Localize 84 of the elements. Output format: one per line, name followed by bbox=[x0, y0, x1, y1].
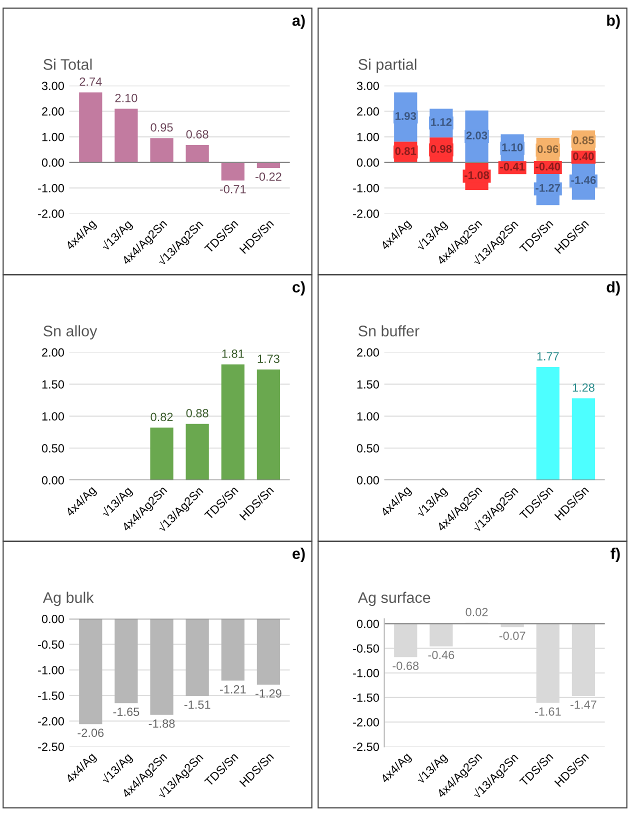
y-tick-label: -2.00 bbox=[38, 717, 64, 726]
data-label: 0.81 bbox=[395, 147, 416, 156]
y-tick-label: 0.00 bbox=[356, 620, 379, 628]
text: 0.95 bbox=[150, 123, 173, 132]
text: a) bbox=[292, 14, 305, 29]
y-tick-label: -1.00 bbox=[38, 184, 64, 192]
chart-title: Sn alloy bbox=[44, 325, 98, 340]
data-label: -1.65 bbox=[113, 708, 140, 716]
text: 2.74 bbox=[80, 77, 102, 86]
data-label: 0.88 bbox=[186, 408, 208, 418]
text: 0.68 bbox=[186, 130, 208, 138]
y-tick-label: 3.00 bbox=[42, 82, 64, 90]
chart-title: Si partial bbox=[358, 58, 416, 73]
y-tick-label: 0.00 bbox=[42, 614, 64, 624]
data-label: -1.51 bbox=[184, 700, 210, 709]
data-label: -1.08 bbox=[464, 171, 490, 180]
y-tick-label: 2.00 bbox=[42, 107, 64, 116]
data-label: -1.46 bbox=[571, 176, 596, 184]
text: 2.10 bbox=[115, 94, 138, 102]
y-tick-label: 0.00 bbox=[356, 476, 379, 484]
y-tick-label: -0.50 bbox=[353, 644, 379, 653]
chart-title: Sn buffer bbox=[358, 325, 420, 336]
chart-title: Ag surface bbox=[358, 592, 430, 606]
data-label: -1.61 bbox=[534, 707, 561, 716]
data-label: 1.73 bbox=[258, 354, 280, 363]
y-tick-label: -2.00 bbox=[38, 210, 64, 218]
y-tick-label: -1.00 bbox=[353, 184, 379, 192]
y-tick-label: 0.00 bbox=[42, 158, 64, 167]
data-label: 1.77 bbox=[537, 352, 559, 360]
data-label: -1.47 bbox=[570, 700, 596, 709]
data-label: -2.06 bbox=[78, 728, 104, 737]
data-label: -1.21 bbox=[220, 685, 246, 694]
data-label: 1.81 bbox=[222, 350, 244, 358]
y-tick-label: 2.00 bbox=[357, 348, 379, 357]
data-label: 0.85 bbox=[573, 136, 594, 144]
text: e) bbox=[292, 548, 305, 562]
y-tick-label: 0.00 bbox=[42, 476, 64, 484]
data-label: -0.40 bbox=[536, 162, 560, 170]
data-label: -1.29 bbox=[256, 689, 282, 698]
y-tick-label: 0.00 bbox=[356, 158, 379, 167]
text: b) bbox=[607, 14, 620, 29]
data-label: 0.02 bbox=[466, 608, 488, 616]
data-label: 0.98 bbox=[430, 144, 452, 153]
data-label: 1.10 bbox=[502, 143, 523, 152]
y-tick-label: -2.00 bbox=[353, 718, 379, 726]
text: -0.22 bbox=[256, 172, 282, 181]
data-label: 1.93 bbox=[396, 112, 416, 120]
data-label: -1.27 bbox=[536, 184, 560, 192]
y-tick-label: 0.50 bbox=[42, 444, 64, 453]
y-tick-label: 3.00 bbox=[356, 82, 379, 90]
data-label: 2.03 bbox=[466, 132, 488, 140]
text: c) bbox=[292, 281, 305, 296]
chart-title: Si Total bbox=[44, 58, 92, 70]
y-tick-label: -1.50 bbox=[353, 694, 379, 702]
y-tick-label: -1.00 bbox=[353, 668, 379, 678]
y-tick-label: -2.50 bbox=[353, 742, 379, 752]
text: d) bbox=[606, 281, 620, 296]
y-tick-label: 2.00 bbox=[357, 107, 379, 116]
y-tick-label: 1.00 bbox=[42, 412, 64, 421]
data-label: 0.40 bbox=[573, 152, 594, 160]
data-label: -0.07 bbox=[499, 632, 526, 640]
y-tick-label: -0.50 bbox=[38, 640, 64, 649]
y-tick-label: 0.50 bbox=[356, 444, 379, 453]
chart-title: Ag bulk bbox=[42, 592, 94, 606]
y-tick-label: 1.00 bbox=[357, 412, 379, 421]
y-tick-label: 1.50 bbox=[42, 380, 64, 389]
y-tick-label: -2.50 bbox=[38, 742, 64, 752]
y-tick-label: -1.50 bbox=[38, 692, 64, 700]
text: -0.71 bbox=[220, 185, 246, 194]
data-label: 0.82 bbox=[150, 412, 173, 422]
data-label: -0.46 bbox=[428, 650, 454, 660]
data-label: -1.88 bbox=[148, 719, 175, 728]
y-tick-label: 1.00 bbox=[42, 132, 64, 142]
data-label: -0.68 bbox=[392, 662, 419, 670]
data-label: 1.12 bbox=[431, 118, 452, 126]
text: f) bbox=[610, 548, 620, 562]
y-tick-label: -1.00 bbox=[38, 666, 64, 674]
y-tick-label: 2.00 bbox=[42, 348, 64, 357]
y-tick-label: -2.00 bbox=[353, 210, 379, 218]
data-label: -0.41 bbox=[500, 162, 525, 171]
data-label: 0.96 bbox=[538, 145, 558, 154]
data-label: 1.28 bbox=[572, 383, 594, 392]
y-tick-label: 1.00 bbox=[357, 132, 379, 142]
y-tick-label: 1.50 bbox=[357, 380, 379, 389]
